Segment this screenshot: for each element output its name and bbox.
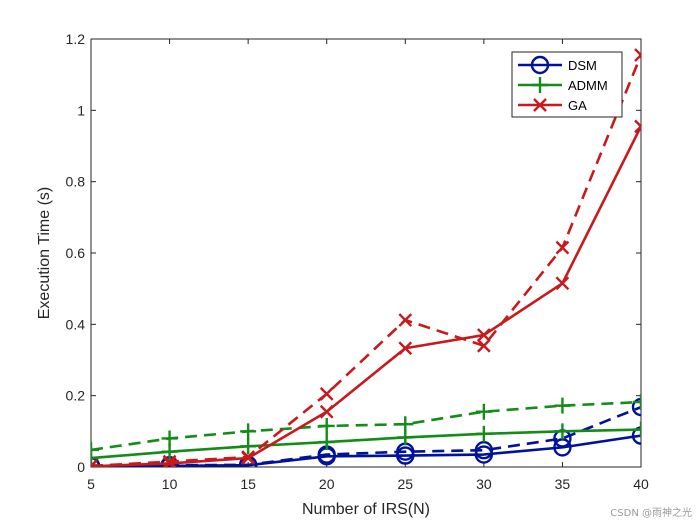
data-point-admm-dashed (554, 397, 571, 414)
x-tick-label: 15 (240, 476, 256, 492)
data-point-admm-dashed (318, 417, 335, 434)
legend-label: GA (568, 98, 587, 113)
data-point-admm-dashed (397, 416, 414, 433)
series-layer (91, 48, 641, 467)
legend-label: DSM (568, 58, 597, 73)
data-point-admm (318, 434, 335, 451)
data-point-admm-dashed (475, 403, 492, 420)
data-point-ga-dashed (241, 450, 255, 464)
x-axis-title: Number of IRS(N) (302, 501, 430, 518)
data-point-ga-dashed (319, 387, 334, 401)
x-tick-label: 40 (633, 476, 649, 492)
y-tick-label: 0.8 (66, 174, 86, 190)
y-tick-label: 0.2 (66, 388, 86, 404)
legend-marker (533, 98, 547, 112)
data-point-admm-dashed (91, 441, 99, 458)
y-tick-label: 1 (77, 102, 85, 118)
series-line-dsm-dashed (91, 405, 641, 467)
data-point-admm-dashed (633, 394, 641, 411)
watermark: CSDN @雨神之光 (610, 506, 692, 519)
legend: DSM ADMM GA (511, 51, 623, 118)
data-point-dsm-dashed (631, 397, 641, 417)
data-point-ga-dashed (162, 454, 177, 467)
y-tick-label: 0.6 (66, 245, 86, 261)
data-point-dsm (553, 438, 572, 457)
x-tick-label: 5 (87, 476, 95, 492)
series-line-admm (91, 428, 641, 460)
data-point-admm (475, 425, 492, 442)
data-point-ga (162, 456, 177, 467)
legend-label: ADMM (568, 78, 608, 93)
x-tick-label: 30 (476, 476, 492, 492)
data-point-dsm-dashed (474, 441, 494, 460)
y-tick-label: 1.2 (66, 31, 86, 47)
data-point-admm (633, 421, 641, 438)
y-axis-title: Execution Time (s) (36, 187, 53, 319)
data-point-admm-dashed (161, 430, 178, 447)
y-tick-label: 0.4 (66, 316, 86, 332)
x-tick-label: 25 (397, 476, 413, 492)
x-tick-label: 20 (319, 476, 335, 492)
y-axis: 0 0.2 0.4 0.6 0.8 1 1.2 (66, 31, 641, 475)
legend-item-admm: ADMM (518, 77, 608, 93)
data-point-ga-dashed (91, 459, 98, 467)
data-point-ga-dashed (555, 240, 570, 255)
x-tick-label: 10 (162, 476, 178, 492)
series-admm (91, 421, 641, 467)
legend-marker (532, 77, 548, 93)
series-ga-dashed (91, 48, 641, 467)
data-point-admm (91, 450, 99, 467)
series-line-ga-dashed (91, 54, 641, 467)
series-line-ga (91, 125, 641, 467)
data-point-admm (240, 438, 257, 455)
y-tick-label: 0 (77, 459, 85, 475)
data-point-admm (554, 423, 571, 440)
series-line-admm-dashed (91, 400, 641, 452)
series-admm-dashed (91, 394, 641, 458)
data-point-ga-dashed (634, 48, 641, 62)
data-point-ga (634, 119, 641, 134)
data-point-ga (319, 404, 334, 419)
legend-item-ga: GA (518, 98, 587, 113)
legend-marker (530, 55, 550, 75)
data-point-ga (555, 276, 570, 291)
data-point-ga-dashed (477, 338, 491, 353)
series-line-dsm (91, 434, 641, 467)
data-point-dsm (631, 426, 641, 445)
x-tick-label: 35 (555, 476, 571, 492)
legend-item-dsm: DSM (518, 55, 597, 75)
data-point-admm-dashed (240, 423, 257, 440)
x-axis: 5 10 15 20 25 30 35 40 (87, 39, 649, 492)
data-point-ga (398, 341, 413, 356)
data-point-ga-dashed (398, 313, 413, 327)
